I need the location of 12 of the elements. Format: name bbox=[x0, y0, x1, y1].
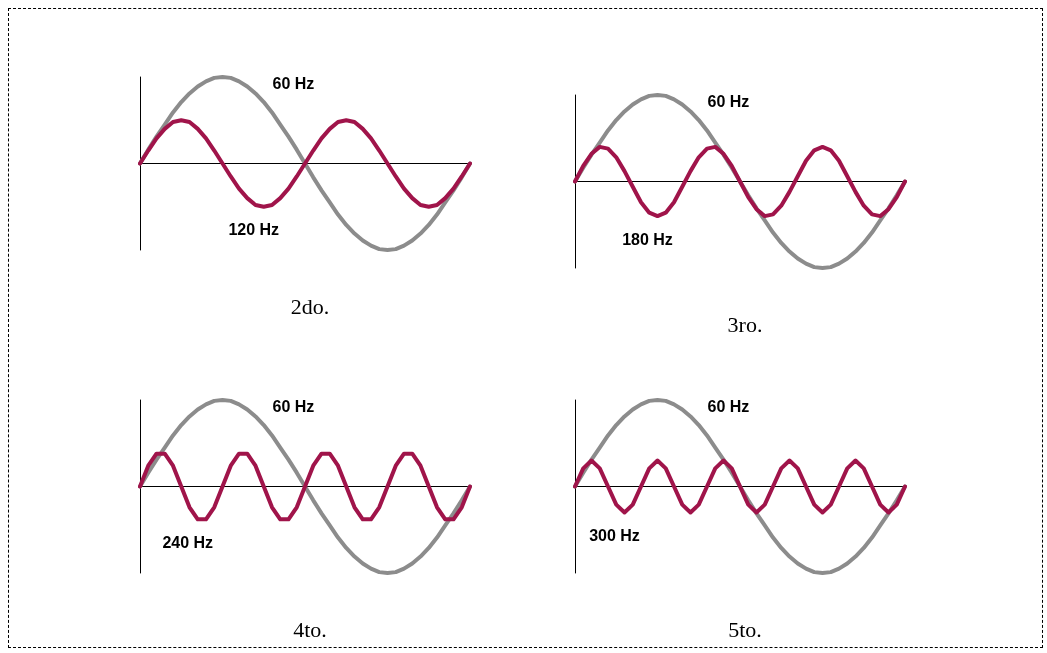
series-label: 300 Hz bbox=[589, 527, 640, 544]
series-label: 240 Hz bbox=[162, 533, 214, 551]
series-label: 60 Hz bbox=[707, 92, 750, 110]
text: 3ro. bbox=[727, 311, 763, 337]
series-label: 60 Hz bbox=[272, 397, 315, 415]
series-label: 120 Hz bbox=[228, 221, 280, 239]
text: 4to. bbox=[293, 616, 327, 642]
series-label: 180 Hz bbox=[622, 230, 673, 248]
text: 5to. bbox=[728, 616, 762, 642]
text: 2do. bbox=[290, 293, 330, 319]
series-label: 60 Hz bbox=[272, 74, 315, 92]
series-label: 60 Hz bbox=[707, 397, 750, 415]
